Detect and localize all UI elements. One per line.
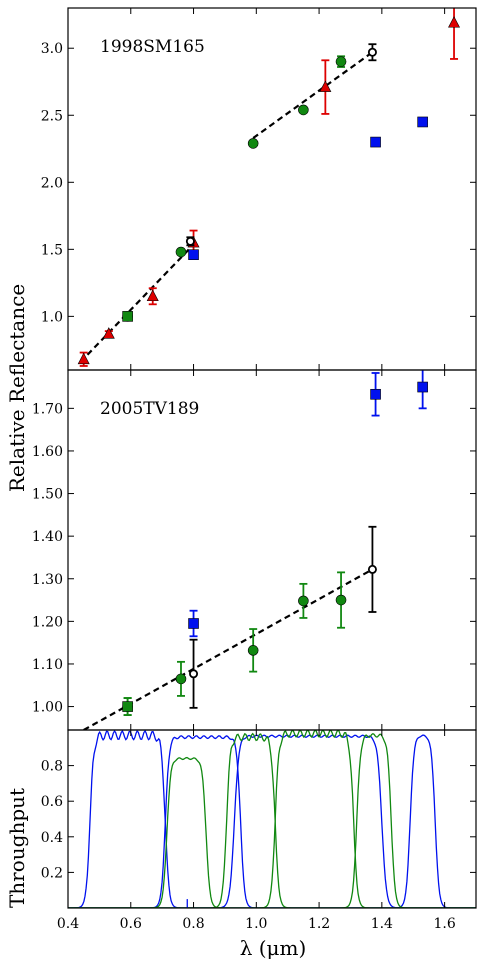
data-point: [417, 381, 428, 393]
data-point: [417, 116, 428, 128]
data-point: [247, 645, 259, 656]
data-point: [298, 595, 309, 607]
xlabel-wavelength: λ (μm): [240, 936, 307, 960]
plot-area: [83, 370, 428, 730]
filter-curve: [68, 732, 476, 908]
xtick-label: 0.8: [182, 916, 204, 932]
data-point: [77, 352, 90, 365]
ytick-label: 0.4: [41, 830, 63, 846]
ytick-label: 1.70: [32, 401, 63, 417]
ytick-label: 1.10: [32, 657, 63, 673]
ytick-label: 1.20: [32, 614, 63, 630]
plot-area: [68, 730, 476, 908]
data-point: [102, 327, 115, 339]
ytick-label: 1.40: [32, 529, 63, 545]
panel-label: 1998SM165: [100, 37, 205, 57]
ytick-label: 1.5: [41, 242, 63, 258]
data-point: [122, 701, 133, 712]
xtick-label: 1.0: [245, 916, 267, 932]
ylabel-relative-reflectance: Relative Reflectance: [5, 284, 29, 492]
xtick-label: 1.2: [308, 916, 330, 932]
filter-curve: [68, 730, 476, 908]
ytick-label: 3.0: [41, 41, 63, 57]
data-point: [175, 246, 187, 258]
data-point: [185, 236, 195, 246]
fit-line: [252, 51, 374, 139]
fit-line: [79, 240, 198, 363]
data-point: [122, 311, 133, 322]
ytick-label: 1.30: [32, 572, 63, 588]
ytick-label: 0.8: [41, 759, 63, 775]
ytick-label: 0.6: [41, 794, 63, 810]
data-point: [367, 47, 377, 57]
plot-area: [77, 8, 461, 367]
filter-curve: [68, 734, 476, 908]
xtick-label: 1.4: [371, 916, 393, 932]
data-point: [335, 56, 347, 67]
data-point: [335, 594, 347, 606]
data-point: [298, 104, 309, 116]
data-point: [188, 249, 199, 260]
data-point: [319, 80, 332, 92]
data-point: [175, 673, 187, 685]
ytick-label: 2.5: [41, 108, 63, 124]
data-point: [188, 618, 199, 629]
data-point: [367, 564, 377, 574]
ytick-label: 0.2: [41, 865, 63, 881]
xtick-label: 0.4: [57, 916, 79, 932]
data-point: [370, 136, 381, 148]
filter-curve: [68, 730, 476, 908]
ytick-label: 1.0: [41, 309, 63, 325]
axes-frame: [67, 729, 477, 909]
panel-1998sm165: 1.0 1.5 2.0 2.5 3.0 1998SM165: [41, 7, 477, 371]
filter-curve: [68, 734, 476, 908]
panel-throughput: 0.2 0.4 0.6 0.8 0.4 0.6 0.8 1.0 1.2 1.4 1.6: [41, 729, 477, 932]
panel-label: 2005TV189: [100, 399, 199, 419]
panel-2005tv189: 1.00 1.10 1.20 1.30 1.40 1.50 1.60 1.70 2005TV18…: [32, 369, 477, 731]
ytick-label: 2.0: [41, 175, 63, 191]
ytick-label: 1.50: [32, 487, 63, 503]
data-point: [189, 669, 199, 679]
ylabel-throughput: Throughput: [5, 788, 29, 908]
ytick-label: 1.60: [32, 444, 63, 460]
axes-frame: [67, 369, 477, 731]
xtick-label: 1.6: [433, 916, 455, 932]
data-point: [247, 138, 259, 149]
xtick-label: 0.6: [120, 916, 142, 932]
data-point: [370, 388, 381, 400]
ytick-label: 1.00: [32, 700, 63, 716]
data-point: [448, 16, 461, 28]
data-point: [146, 289, 159, 302]
